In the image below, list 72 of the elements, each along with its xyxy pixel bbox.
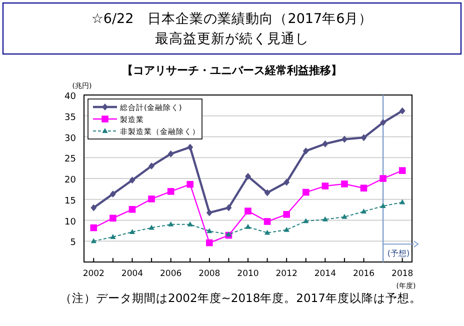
point bbox=[206, 239, 213, 246]
x-tick-label: 2008 bbox=[198, 269, 220, 279]
point bbox=[168, 221, 174, 226]
point bbox=[168, 150, 174, 158]
y-tick-label: 15 bbox=[64, 196, 76, 206]
point bbox=[264, 230, 270, 235]
point bbox=[360, 134, 367, 142]
text: 【コアリサーチ・ユニバース経常利益推移】 bbox=[122, 64, 342, 77]
point bbox=[206, 228, 212, 234]
point bbox=[264, 218, 271, 225]
point bbox=[360, 184, 368, 192]
point bbox=[322, 140, 328, 148]
point bbox=[148, 224, 154, 230]
point bbox=[322, 182, 329, 190]
point bbox=[303, 218, 309, 224]
point bbox=[302, 147, 309, 154]
point bbox=[148, 162, 155, 170]
point bbox=[245, 172, 251, 180]
point bbox=[90, 238, 96, 244]
point bbox=[128, 206, 136, 213]
point bbox=[90, 204, 97, 212]
point bbox=[129, 228, 136, 234]
y-tick-label: 25 bbox=[64, 154, 76, 165]
chart-title: ☆6/22 日本企業の業績動向（2017年6月） bbox=[91, 11, 373, 27]
point bbox=[400, 199, 406, 204]
point bbox=[226, 204, 232, 212]
point bbox=[341, 180, 348, 188]
x-tick-label: 2012 bbox=[276, 269, 298, 279]
point bbox=[322, 216, 328, 222]
y-tick-label: 35 bbox=[64, 112, 76, 123]
point bbox=[284, 178, 290, 186]
point bbox=[398, 167, 406, 174]
point bbox=[129, 176, 136, 184]
point bbox=[167, 188, 174, 195]
ref-line-label: (予想) bbox=[387, 249, 410, 258]
point bbox=[186, 180, 194, 188]
point bbox=[380, 119, 386, 126]
point bbox=[360, 208, 367, 214]
point bbox=[284, 226, 290, 232]
x-tick-label: 2016 bbox=[352, 269, 375, 279]
point bbox=[244, 208, 252, 214]
point bbox=[226, 231, 232, 236]
point bbox=[90, 224, 98, 232]
x-tick-label: 2010 bbox=[237, 269, 259, 279]
point bbox=[283, 211, 290, 218]
point bbox=[380, 203, 386, 208]
point bbox=[302, 188, 310, 196]
chart-subtitle: 最高益更新が続く見通し bbox=[155, 31, 309, 47]
point bbox=[187, 144, 194, 151]
x-tick-label: 2014 bbox=[314, 269, 336, 279]
point bbox=[206, 209, 212, 216]
point bbox=[110, 234, 116, 239]
y-tick-label: 5 bbox=[70, 238, 76, 248]
y-tick-label: 10 bbox=[64, 217, 76, 228]
x-tick-label: 2018 bbox=[392, 269, 414, 279]
point bbox=[110, 214, 116, 222]
x-tick-label: 2004 bbox=[121, 269, 144, 279]
point bbox=[342, 214, 348, 219]
point bbox=[399, 107, 406, 114]
point bbox=[110, 190, 116, 198]
point bbox=[341, 136, 348, 143]
point bbox=[187, 221, 193, 226]
y-tick-label: 20 bbox=[64, 176, 76, 186]
y-tick-label: 30 bbox=[64, 134, 76, 144]
y-tick-label: 40 bbox=[64, 92, 76, 102]
point bbox=[380, 175, 386, 182]
point bbox=[264, 189, 270, 196]
point bbox=[148, 196, 155, 202]
x-tick-label: 2006 bbox=[160, 269, 182, 279]
x-tick-label: 2002 bbox=[82, 269, 104, 279]
point bbox=[245, 224, 251, 229]
text: （注）データ期間は2002年度~2018年度。2017年度以降は予想。 bbox=[60, 291, 422, 305]
